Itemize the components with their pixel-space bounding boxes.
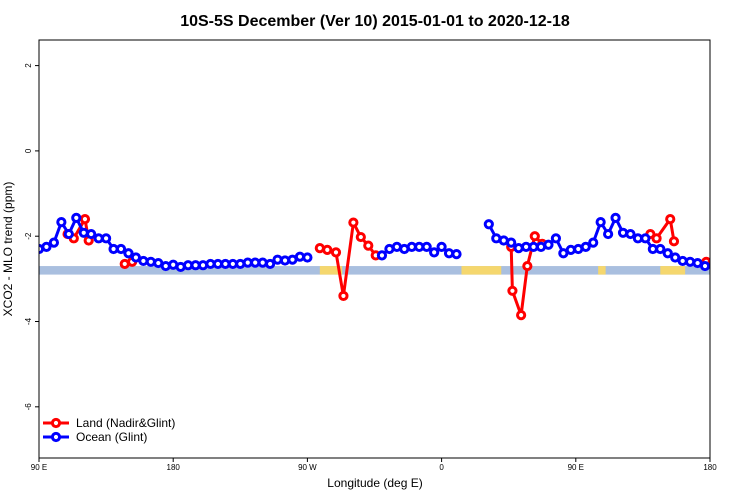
- series-0-point-15: [507, 285, 518, 296]
- series-1-point-9: [101, 233, 112, 244]
- series-1-point-51: [506, 237, 517, 248]
- x-tick-label-4: 90 E: [568, 463, 584, 472]
- x-tick-label-1: 180: [167, 463, 181, 472]
- series-0-point-23: [668, 236, 680, 247]
- series-0-point-11: [355, 231, 366, 243]
- plot-area: [39, 212, 710, 321]
- x-axis: 90 E 180 90 W 0 90 E 180: [31, 458, 717, 472]
- y-axis: -6 -4 -2 0 2: [24, 63, 39, 411]
- y-tick-label-4: 2: [24, 63, 33, 68]
- series-0-point-9: [338, 290, 349, 302]
- series-1-point-12: [123, 248, 134, 259]
- series-1-point-77: [699, 260, 710, 272]
- series-1-point-3: [56, 217, 67, 228]
- land-band-2: [598, 266, 606, 275]
- series-1-point-61: [580, 241, 591, 252]
- y-tick-label-2: -2: [24, 232, 33, 240]
- series-0-point-21: [651, 233, 662, 244]
- series-1-point-31: [265, 258, 276, 270]
- series-0: [62, 214, 710, 321]
- x-tick-label-5: 180: [703, 463, 717, 472]
- series-1: [39, 212, 710, 273]
- series-1-point-37: [376, 250, 388, 261]
- series-1-point-47: [451, 249, 462, 260]
- y-axis-label: XCO2 - MLO trend (ppm): [1, 182, 15, 317]
- series-0-point-16: [516, 310, 527, 321]
- series-1-point-36: [302, 252, 313, 263]
- series-1-point-5: [71, 212, 82, 223]
- x-axis-label: Longitude (deg E): [327, 476, 422, 490]
- series-1-point-4: [63, 228, 74, 240]
- series-1-point-58: [558, 248, 569, 259]
- series-1-point-65: [610, 212, 621, 223]
- series-1-point-67: [625, 228, 636, 240]
- series-0-line-2: [319, 217, 377, 297]
- x-tick-label-2: 90 W: [298, 463, 317, 472]
- series-1-point-2: [48, 237, 60, 248]
- series-1-point-63: [595, 217, 606, 228]
- y-tick-label-1: -4: [24, 317, 33, 325]
- ocean-band: [39, 266, 710, 275]
- land-band-3: [660, 266, 686, 275]
- land-band-0: [319, 266, 343, 275]
- series-1-point-72: [662, 248, 673, 259]
- series-0-point-7: [322, 244, 333, 255]
- series-1-point-71: [655, 243, 666, 255]
- legend-label-0: Land (Nadir&Glint): [76, 416, 175, 430]
- series-1-point-43: [421, 241, 432, 252]
- series-1-point-11: [115, 243, 127, 255]
- series-1-point-44: [429, 247, 440, 258]
- series-1-point-48: [483, 219, 494, 230]
- series-0-point-10: [348, 217, 359, 228]
- series-0-point-2: [79, 214, 91, 225]
- legend-label-1: Ocean (Glint): [76, 430, 147, 444]
- series-0-point-17: [522, 260, 533, 272]
- series-1-point-7: [86, 228, 97, 240]
- series-1-line-0: [39, 214, 308, 269]
- series-0-point-12: [363, 240, 374, 251]
- x-tick-label-0: 90 E: [31, 463, 47, 472]
- series-1-point-73: [670, 252, 681, 263]
- series-0-point-18: [529, 231, 540, 242]
- x-tick-label-3: 0: [439, 463, 444, 472]
- legend: Land (Nadir&Glint)Ocean (Glint): [43, 416, 175, 444]
- series-0-point-8: [330, 247, 342, 258]
- series-1-point-1: [41, 241, 52, 252]
- series-1-point-69: [640, 233, 651, 244]
- series-1-point-45: [436, 241, 447, 252]
- chart-title: 10S-5S December (Ver 10) 2015-01-01 to 2…: [180, 13, 570, 30]
- land-band-1: [461, 266, 502, 275]
- y-tick-label-3: 0: [24, 148, 33, 153]
- series-1-point-57: [550, 233, 562, 244]
- series-1-point-64: [603, 228, 614, 240]
- series-1-point-13: [130, 252, 142, 263]
- series-1-point-56: [543, 239, 554, 250]
- plot-frame: [38, 39, 711, 459]
- series-1-point-62: [588, 237, 599, 248]
- legend-marker-0: [50, 417, 62, 429]
- legend-marker-1: [50, 431, 62, 443]
- series-0-point-22: [665, 214, 676, 225]
- y-tick-label-0: -6: [24, 403, 33, 411]
